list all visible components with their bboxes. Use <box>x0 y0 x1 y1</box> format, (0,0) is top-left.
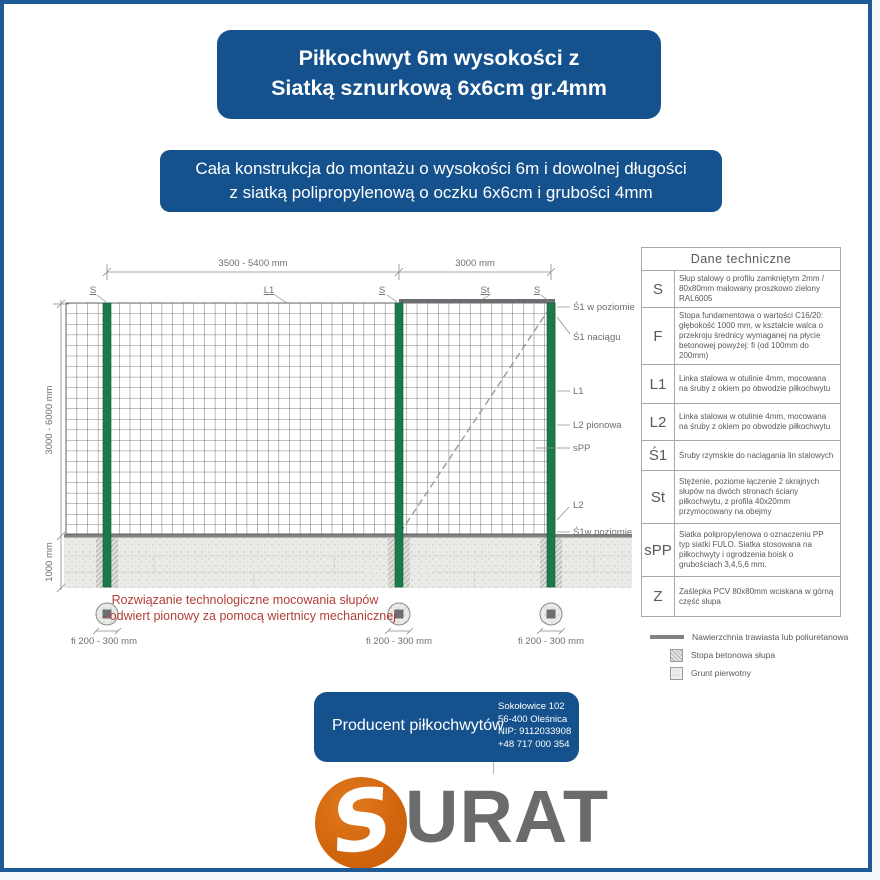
right-label-leaders <box>536 306 571 533</box>
row-key-st: St <box>641 470 675 524</box>
hole-dim-lines <box>92 627 566 635</box>
producer-address: Sokołowice 102 56-400 Oleśnica NIP: 9112… <box>498 701 571 751</box>
top-dimension-lines <box>102 264 556 280</box>
row-key-spp: sPP <box>641 523 675 577</box>
table-header-row: Dane techniczne <box>641 247 841 271</box>
row-desc-spp: Siatka polipropylenowa o oznaczeniu PP t… <box>674 523 841 577</box>
label-s1-poziom: Ś1 w poziomie <box>573 301 635 313</box>
row-desc-st: Stężenie, poziome łączenie 2 skrajnych s… <box>674 470 841 524</box>
note-line1: Rozwiązanie technologiczne mocowania słu… <box>112 593 380 607</box>
info-banner: Cała konstrukcja do montażu o wysokości … <box>160 150 722 212</box>
hole-dim-label-middle: fi 200 - 300 mm <box>366 636 432 647</box>
post-right <box>546 302 556 588</box>
dim-top-left-label: 3500 - 5400 mm <box>218 258 287 269</box>
row-desc-s: Słup stalowy o profilu zamkniętym 2mm / … <box>674 270 841 308</box>
top-label-leaders <box>96 294 551 304</box>
row-desc-s1: Śruby rzymskie do naciągania lin stalowy… <box>674 440 841 471</box>
label-l2-pionowa: L2 pionowa <box>573 420 622 431</box>
table-row: Ś1 Śruby rzymskie do naciągania lin stalo… <box>641 440 841 471</box>
row-key-z: Z <box>641 576 675 617</box>
diagonal-brace-line <box>399 305 552 534</box>
table-row: Z Zaślepka PCV 80x80mm wciskana w górną c… <box>641 576 841 617</box>
dim-depth-label: 1000 mm <box>44 542 55 582</box>
title-line2: Siatką sznurkową 6x6cm gr.4mm <box>271 76 607 100</box>
label-l1-right: L1 <box>573 386 584 397</box>
row-key-s1: Ś1 <box>641 440 675 471</box>
hole-top-views <box>95 602 563 626</box>
label-post-s-1: S <box>90 285 96 296</box>
legend: Nawierzchnia trawiasta lub poliuretanowa… <box>650 628 860 682</box>
producer-label: Producent piłkochwytów <box>332 717 504 734</box>
row-key-s: S <box>641 270 675 308</box>
post-middle <box>394 302 404 588</box>
table-title: Dane techniczne <box>641 247 841 271</box>
label-l1-top: L1 <box>264 285 275 296</box>
row-desc-f: Stopa fundamentowa o wartości C16/20: gł… <box>674 307 841 365</box>
label-s1w-poziom: Ś1w poziomie <box>573 526 632 538</box>
surface-line <box>64 534 632 538</box>
producer-box: Producent piłkochwytów Sokołowice 102 56… <box>314 692 579 762</box>
row-desc-z: Zaślepka PCV 80x80mm wciskana w górną cz… <box>674 576 841 617</box>
dim-top-right-label: 3000 mm <box>455 258 495 269</box>
row-desc-l1: Linka stalowa w otulinie 4mm, mocowana n… <box>674 364 841 404</box>
table-row: S Słup stalowy o profilu zamkniętym 2mm /… <box>641 270 841 308</box>
left-dimension-lines <box>53 299 69 593</box>
label-post-s-2: S <box>379 285 385 296</box>
info-line2: z siatką polipropylenową o oczku 6x6cm i… <box>229 183 653 202</box>
legend-label: Grunt pierwotny <box>691 668 751 678</box>
legend-item-ground: Grunt pierwotny <box>650 664 860 682</box>
label-st-top: St <box>481 285 490 296</box>
legend-label: Nawierzchnia trawiasta lub poliuretanowa <box>692 632 849 642</box>
address-line: Sokołowice 102 <box>498 701 565 712</box>
row-desc-l2: Linka stalowa w otulinie 4mm, mocowana n… <box>674 403 841 441</box>
steel-posts <box>102 302 556 588</box>
hole-dim-label-left: fi 200 - 300 mm <box>71 636 137 647</box>
logo-wordmark: URAT <box>405 775 610 858</box>
table-row: F Stopa fundamentowa o wartości C16/20: g… <box>641 307 841 365</box>
table-row: L1 Linka stalowa w otulinie 4mm, mocowana… <box>641 364 841 404</box>
legend-label: Stopa betonowa słupa <box>691 650 776 660</box>
legend-item-concrete: Stopa betonowa słupa <box>650 646 860 664</box>
ground-swatch <box>670 666 683 680</box>
logo-s-letter: S <box>325 768 399 872</box>
label-post-s-3: S <box>534 285 540 296</box>
surface-line-swatch <box>650 635 684 639</box>
title-line1: Piłkochwyt 6m wysokości z <box>298 46 580 70</box>
address-line: NIP: 9112033908 <box>498 726 572 737</box>
net-mesh <box>65 302 556 535</box>
row-key-l2: L2 <box>641 403 675 441</box>
title-banner: Piłkochwyt 6m wysokości z Siatką sznurko… <box>217 30 661 119</box>
label-spp: sPP <box>573 443 590 454</box>
note-line2: - odwiert pionowy za pomocą wiertnicy me… <box>102 609 396 623</box>
fence-diagram: 3500 - 5400 mm 3000 mm S L1 S St S 3000 … <box>44 258 635 647</box>
address-line: +48 717 000 354 <box>498 738 570 750</box>
post-left <box>102 302 112 588</box>
ground-strip <box>64 534 632 588</box>
concrete-swatch <box>670 648 683 662</box>
row-key-l1: L1 <box>641 364 675 404</box>
dim-height-label: 3000 - 6000 mm <box>44 385 55 454</box>
technical-data-table: Dane techniczne S Słup stalowy o profilu … <box>641 247 841 617</box>
row-key-f: F <box>641 307 675 365</box>
hole-dim-label-right: fi 200 - 300 mm <box>518 636 584 647</box>
info-line1: Cała konstrukcja do montażu o wysokości … <box>195 159 687 178</box>
label-l2-right: L2 <box>573 500 584 511</box>
address-line: 56-400 Oleśnica <box>498 713 568 725</box>
table-row: L2 Linka stalowa w otulinie 4mm, mocowana… <box>641 403 841 441</box>
table-row: sPP Siatka polipropylenowa o oznaczeniu P… <box>641 523 841 577</box>
legend-item-surface: Nawierzchnia trawiasta lub poliuretanowa <box>650 628 860 646</box>
logo-circle <box>315 777 407 868</box>
st-profile-bar <box>399 299 555 304</box>
label-s1-naciag: Ś1 naciągu <box>573 331 621 343</box>
table-row: St Stężenie, poziome łączenie 2 skrajnych… <box>641 470 841 524</box>
connector-line <box>493 762 494 774</box>
